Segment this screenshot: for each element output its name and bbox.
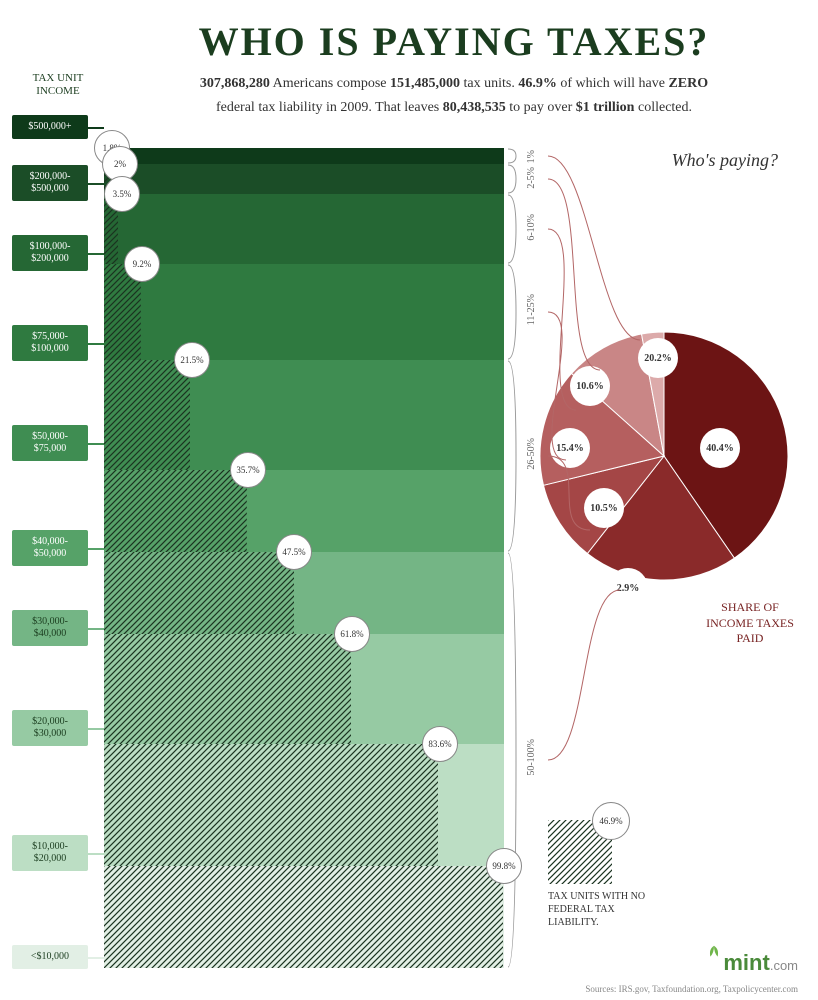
pct-badge: 83.6% xyxy=(422,726,458,762)
stacked-step-chart: 1.8%2%3.5%9.2%21.5%35.7%47.5%61.8%83.6%9… xyxy=(104,148,504,968)
axis-label: TAX UNIT INCOME xyxy=(18,72,98,98)
legend: 46.9% TAX UNITS WITH NO FEDERAL TAX LIAB… xyxy=(548,820,648,929)
bracket-label: 11-25% xyxy=(526,294,537,325)
step-bar xyxy=(104,148,504,164)
pie-slice-label: 20.2% xyxy=(638,338,678,378)
pie-slice-label: 40.4% xyxy=(700,428,740,468)
step-bar xyxy=(104,164,504,194)
main-title: WHO IS PAYING TAXES? xyxy=(120,18,788,65)
pct-badge: 3.5% xyxy=(104,176,140,212)
subtitle: 307,868,280 Americans compose 151,485,00… xyxy=(120,72,788,120)
hatch-overlay xyxy=(104,470,247,552)
income-tag: $200,000- $500,000 xyxy=(12,165,88,201)
pie-slice-label: 15.4% xyxy=(550,428,590,468)
income-tag: $500,000+ xyxy=(12,115,88,139)
income-tag: $20,000- $30,000 xyxy=(12,710,88,746)
pie-slice-label: 10.6% xyxy=(570,366,610,406)
income-tag: $30,000- $40,000 xyxy=(12,610,88,646)
stat-taxunits: 151,485,000 xyxy=(390,76,460,91)
stat-americans: 307,868,280 xyxy=(200,76,270,91)
income-tag: $40,000- $50,000 xyxy=(12,530,88,566)
hatch-overlay xyxy=(104,634,351,744)
income-tag: $75,000- $100,000 xyxy=(12,325,88,361)
step-bar xyxy=(104,264,504,360)
bracket-label: 6-10% xyxy=(526,214,537,241)
hatch-overlay xyxy=(104,552,294,634)
pct-badge: 47.5% xyxy=(276,534,312,570)
pct-badge: 9.2% xyxy=(124,246,160,282)
hatch-overlay xyxy=(104,744,438,866)
pct-badge: 35.7% xyxy=(230,452,266,488)
legend-badge: 46.9% xyxy=(592,802,630,840)
stat-payers: 80,438,535 xyxy=(443,100,506,115)
sources: Sources: IRS.gov, Taxfoundation.org, Tax… xyxy=(585,984,798,994)
legend-text: TAX UNITS WITH NO FEDERAL TAX LIABILITY. xyxy=(548,890,658,929)
bracket-label: 26-50% xyxy=(526,438,537,470)
pct-badge: 61.8% xyxy=(334,616,370,652)
step-bar xyxy=(104,194,504,264)
pct-badge: 99.8% xyxy=(486,848,522,884)
bracket-label: 1% xyxy=(526,150,537,163)
hatch-overlay xyxy=(104,360,190,470)
mint-logo: mint.com xyxy=(705,950,798,976)
pie-chart: 40.4%20.2%10.6%15.4%10.5%2.9% xyxy=(538,330,790,582)
income-tag: $50,000- $75,000 xyxy=(12,425,88,461)
stat-zero-pct: 46.9% xyxy=(518,76,557,91)
bracket-label: 2-5% xyxy=(526,167,537,189)
pie-slice-label: 2.9% xyxy=(608,568,648,608)
income-tag: $100,000- $200,000 xyxy=(12,235,88,271)
hatch-overlay xyxy=(104,866,503,968)
bracket-label: 50-100% xyxy=(526,739,537,776)
pie-slice-label: 10.5% xyxy=(584,488,624,528)
pct-badge: 21.5% xyxy=(174,342,210,378)
income-tag: <$10,000 xyxy=(12,945,88,969)
legend-swatch: 46.9% xyxy=(548,820,612,884)
income-tag: $10,000- $20,000 xyxy=(12,835,88,871)
pie-title: SHARE OF INCOME TAXES PAID xyxy=(700,600,800,647)
who-paying-label: Who's paying? xyxy=(672,150,778,171)
leaf-icon xyxy=(705,942,723,960)
